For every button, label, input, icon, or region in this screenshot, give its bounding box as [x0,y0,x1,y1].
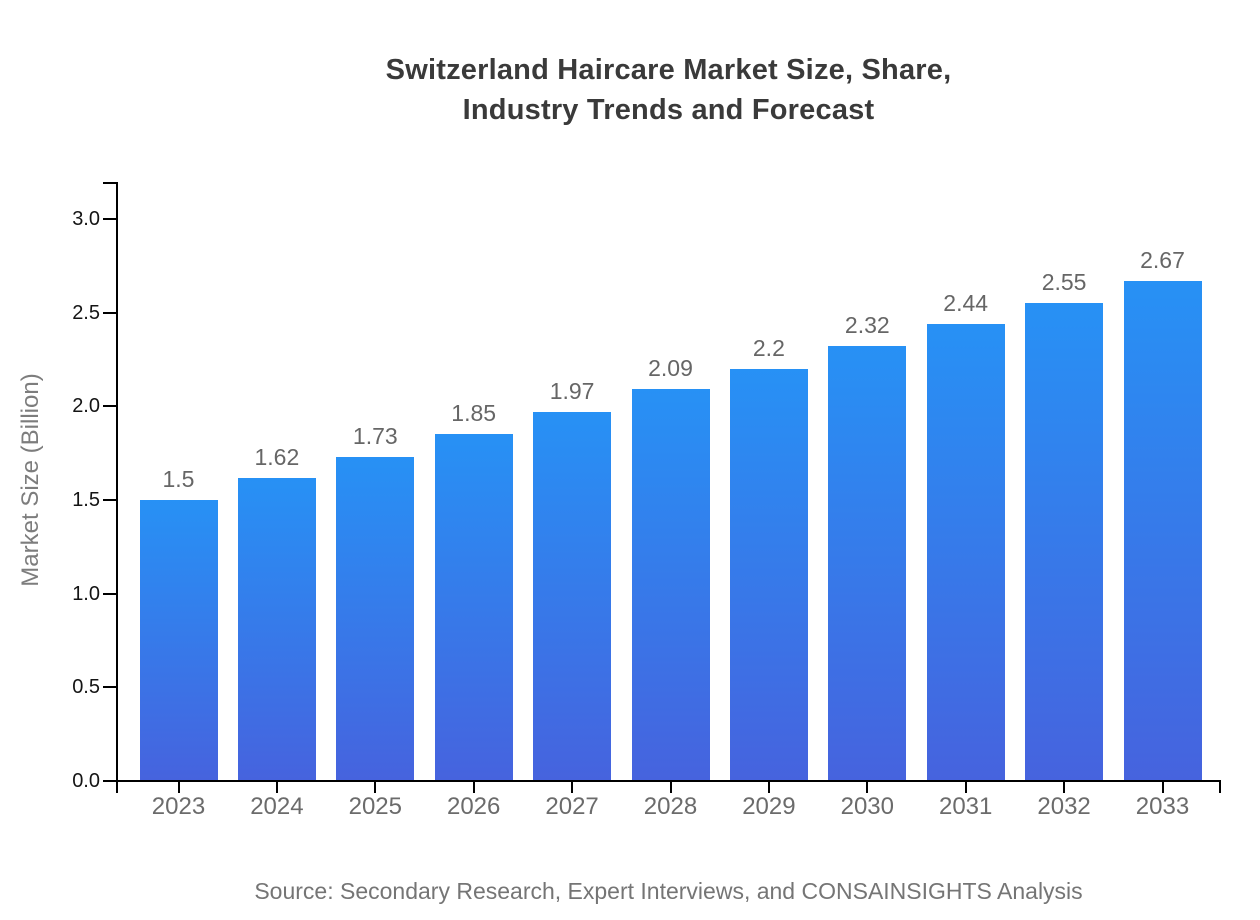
x-tick-label: 2030 [840,793,894,820]
bar-value-label: 2.67 [1140,246,1185,273]
bar-value-label: 1.62 [254,443,300,470]
x-tick-label: 2024 [250,793,304,820]
y-tick-label: 1.5 [72,489,100,511]
x-tick [275,780,278,793]
bar [434,434,513,780]
y-tick [103,780,116,782]
bar-value-label: 2.32 [844,312,890,339]
x-tick-label: 2033 [1135,793,1190,820]
bar [1123,280,1202,780]
x-tick [374,780,377,793]
bar-value-label: 1.73 [352,422,398,449]
bar [729,368,808,780]
bar [336,456,415,780]
chart-title: Switzerland Haircare Market Size, Share,… [385,54,952,126]
bar-value-label: 2.09 [648,355,693,382]
bar [926,323,1005,780]
x-tick [1063,780,1066,793]
bar-value-label: 2.44 [943,289,989,316]
bar [1025,303,1104,780]
bar-value-label: 2.55 [1041,269,1087,296]
bar-value-label: 1.5 [162,466,195,492]
bar [139,500,218,780]
bar-value-label: 2.2 [752,334,785,361]
source-note: Source: Secondary Research, Expert Inter… [254,878,1083,904]
y-axis-line [116,182,118,793]
y-tick-label: 3.0 [72,208,100,230]
y-tick-label: 2.0 [72,395,100,418]
x-tick [767,780,770,793]
x-axis-line [116,780,1221,782]
y-axis-end-cap [103,182,116,184]
x-tick-label: 2029 [742,793,796,820]
x-tick [571,780,574,793]
y-tick [103,405,116,408]
bar-value-label: 1.85 [451,400,497,427]
bar-value-label: 1.97 [549,377,595,404]
x-tick-label: 2032 [1037,793,1091,820]
x-tick [669,780,672,793]
y-tick-label: 0.0 [72,770,100,792]
x-tick-label: 2028 [643,793,698,820]
x-tick [177,780,180,793]
y-tick [103,311,116,314]
bar [828,346,907,780]
bar [237,477,316,780]
bar [533,411,612,780]
x-tick-label: 2027 [545,793,599,820]
y-tick [103,686,116,689]
x-tick-label: 2025 [348,793,402,820]
x-tick [472,780,475,793]
x-tick-label: 2031 [938,793,993,820]
bar [631,389,710,780]
x-tick-label: 2023 [151,793,206,820]
y-tick [103,592,116,595]
y-tick [103,218,116,220]
x-tick-label: 2026 [446,793,501,820]
y-tick-label: 1.0 [72,582,100,605]
y-tick [103,499,116,501]
x-axis-end-cap [1219,780,1221,793]
x-tick [866,780,869,793]
x-tick [964,780,967,793]
x-tick [1161,780,1164,793]
y-tick-label: 2.5 [72,301,100,324]
y-tick-label: 0.5 [72,676,100,699]
